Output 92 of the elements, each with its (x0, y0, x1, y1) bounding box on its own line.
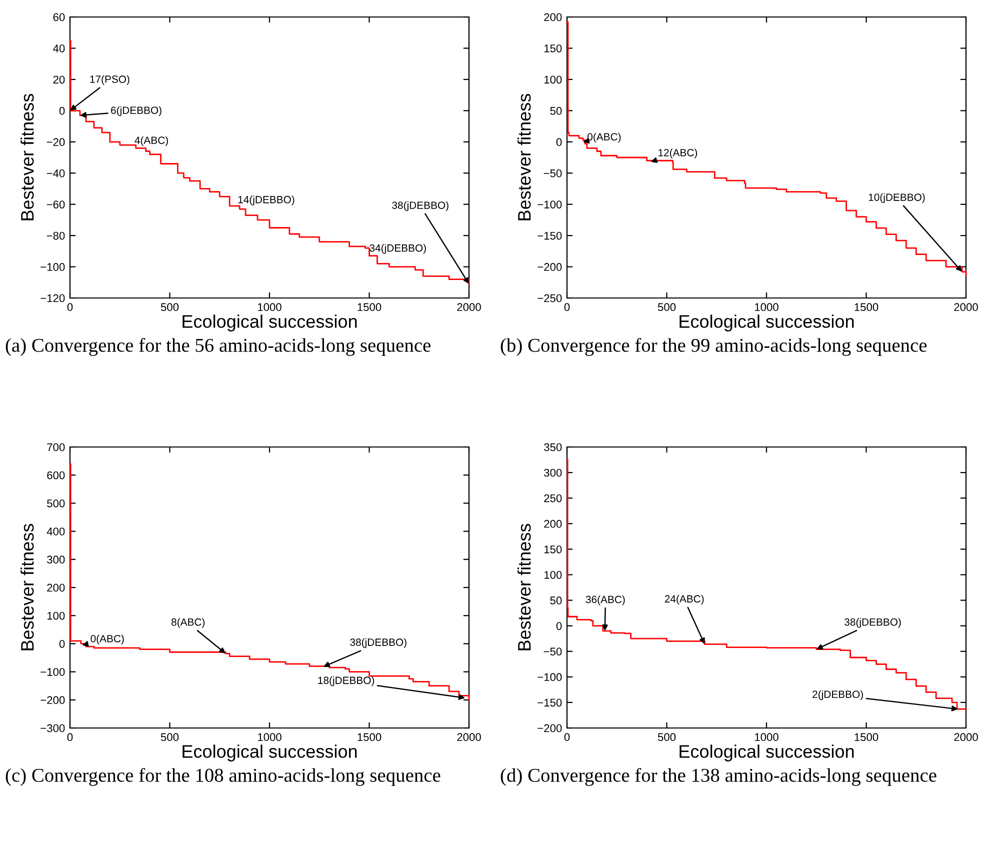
annotation: 38(jDEBBO) (350, 638, 406, 648)
y-tick-label: 300 (544, 468, 562, 477)
x-tick-label: 0 (67, 733, 73, 742)
y-tick-label: 500 (47, 499, 65, 508)
x-tick-label: 1000 (754, 303, 778, 312)
annotation: 24(ABC) (664, 594, 704, 605)
y-tick-label: 40 (53, 44, 65, 52)
annotation: 2(jDEBBO) (812, 690, 863, 700)
x-tick-label: 1500 (358, 303, 382, 312)
x-tick-label: 1500 (854, 733, 878, 742)
y-tick-label: −100 (538, 200, 562, 208)
y-tick-label: −150 (538, 232, 562, 240)
x-axis-title: Ecological succession (680, 314, 854, 332)
y-axis-title: Bestever fitness (20, 94, 34, 220)
y-tick-label: 200 (544, 13, 562, 22)
annotation: 8(ABC) (171, 618, 205, 628)
text: (c) Convergence for the 108 amino-acids-long sequence (6, 768, 440, 786)
y-tick-label: −50 (544, 648, 562, 656)
y-tick-label: 100 (47, 612, 65, 620)
y-axis-title: Bestever fitness (20, 524, 34, 650)
x-axis-title: Ecological succession (182, 744, 357, 762)
y-tick-label: 150 (544, 44, 562, 52)
annotation: 17(PSO) (90, 75, 130, 85)
annotation: 38(jDEBBO) (844, 618, 901, 628)
x-tick-label: 500 (160, 733, 179, 742)
y-tick-label: −250 (538, 294, 562, 302)
y-tick-label: 100 (544, 76, 562, 84)
y-tick-label: 50 (550, 106, 562, 115)
y-tick-label: 400 (46, 528, 65, 536)
y-tick-label: −120 (40, 294, 65, 302)
y-tick-label: −200 (538, 724, 562, 732)
y-tick-label: 150 (544, 545, 562, 554)
y-tick-label: −100 (538, 673, 562, 682)
annotation: 10(jDEBBO) (868, 193, 925, 204)
y-tick-label: 100 (544, 570, 562, 579)
y-tick-label: −200 (538, 263, 562, 271)
x-tick-label: 0 (564, 733, 570, 742)
y-tick-label: 50 (550, 596, 562, 604)
annotation: 14(jDEBBO) (238, 196, 294, 206)
annotation: 0(ABC) (90, 634, 124, 644)
y-tick-label: 200 (544, 520, 562, 528)
annotation: 6(jDEBBO) (111, 106, 162, 116)
y-tick-label: −20 (46, 138, 65, 146)
x-tick-label: 500 (658, 733, 676, 742)
x-tick-label: 1000 (754, 733, 778, 742)
y-tick-label: 250 (544, 494, 562, 502)
annotation: 12(ABC) (658, 148, 698, 158)
y-tick-label: −300 (40, 724, 65, 732)
y-tick-label: 700 (47, 443, 65, 452)
x-tick-label: 1500 (854, 303, 878, 312)
text: (d) Convergence for the 138 amino-acids-long sequence (500, 768, 936, 786)
annotation: 4(ABC) (134, 136, 168, 146)
x-tick-label: 2000 (954, 733, 978, 742)
x-tick-label: 0 (564, 303, 570, 312)
y-tick-label: −60 (46, 200, 65, 208)
y-tick-label: 0 (59, 640, 65, 648)
y-tick-label: 0 (556, 138, 562, 146)
y-tick-label: −80 (46, 232, 65, 240)
y-tick-label: 0 (59, 106, 65, 115)
annotation: 0(ABC) (588, 132, 621, 143)
y-tick-label: 0 (556, 622, 562, 630)
annotation: 38(jDEBBO) (392, 201, 448, 212)
y-tick-label: −50 (544, 169, 562, 178)
x-tick-label: 1000 (258, 733, 282, 742)
x-tick-label: 2000 (457, 733, 481, 742)
x-axis-title: Ecological succession (680, 744, 854, 762)
y-tick-label: −40 (46, 169, 65, 178)
y-tick-label: −100 (40, 263, 65, 271)
x-tick-label: 500 (658, 303, 676, 312)
y-tick-label: 60 (53, 13, 65, 22)
y-tick-label: −150 (538, 698, 562, 707)
x-tick-label: 2000 (954, 303, 978, 312)
y-tick-label: 600 (47, 471, 65, 480)
x-axis-title: Ecological succession (182, 314, 357, 332)
y-tick-label: 20 (53, 76, 65, 84)
y-tick-label: −200 (40, 696, 65, 704)
x-tick-label: 0 (67, 303, 73, 312)
x-tick-label: 1000 (258, 303, 282, 312)
x-tick-label: 1500 (358, 733, 382, 742)
annotation: 34(jDEBBO) (370, 244, 426, 254)
y-axis-title: Bestever fitness (518, 94, 531, 220)
y-tick-label: 350 (544, 443, 562, 452)
y-tick-label: −100 (40, 668, 65, 676)
y-tick-label: 300 (47, 556, 65, 564)
text: (a) Convergence for the 56 amino-acids-long sequence (6, 338, 431, 356)
x-tick-label: 2000 (457, 303, 481, 312)
annotation: 36(ABC) (586, 596, 625, 606)
annotation: 18(jDEBBO) (318, 676, 374, 686)
x-tick-label: 500 (160, 303, 179, 312)
text: (b) Convergence for the 99 amino-acids-long sequence (500, 338, 927, 356)
y-axis-title: Bestever fitness (518, 524, 531, 650)
y-tick-label: 200 (47, 584, 65, 592)
